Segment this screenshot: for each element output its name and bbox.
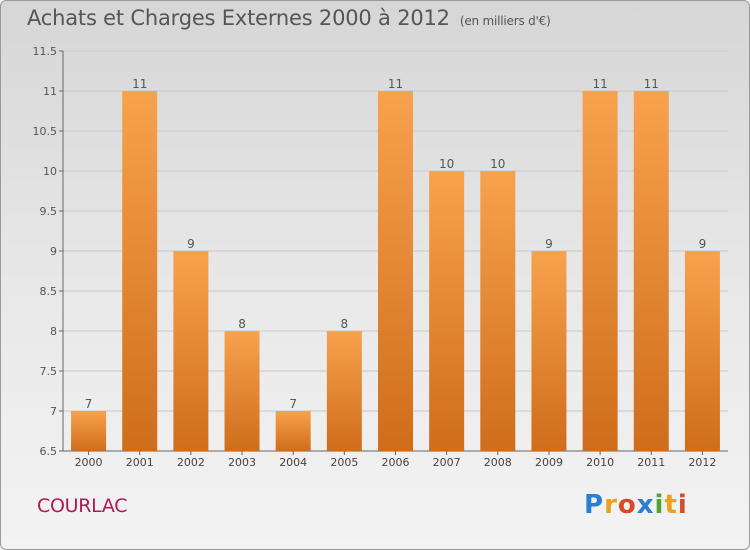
y-tick-label: 9.5 xyxy=(40,205,58,218)
logo-letter: o xyxy=(617,490,637,520)
bar-2000 xyxy=(71,411,107,451)
data-label: 7 xyxy=(85,397,93,411)
data-label: 7 xyxy=(289,397,297,411)
data-label: 8 xyxy=(238,317,246,331)
x-tick-label: 2000 xyxy=(75,456,103,469)
y-tick-label: 8.5 xyxy=(40,285,58,298)
bar-2011 xyxy=(633,91,669,451)
logo-letter: i xyxy=(654,490,665,520)
x-tick-label: 2003 xyxy=(228,456,256,469)
commune-name: COURLAC xyxy=(37,495,128,517)
logo-letter: r xyxy=(604,490,618,520)
bar-2012 xyxy=(684,251,720,451)
bar-2003 xyxy=(224,331,260,451)
y-tick-label: 7 xyxy=(50,405,57,418)
x-tick-label: 2011 xyxy=(637,456,665,469)
y-tick-label: 10.5 xyxy=(33,125,58,138)
x-tick-label: 2008 xyxy=(484,456,512,469)
bars xyxy=(71,91,720,451)
data-label: 10 xyxy=(490,157,505,171)
labels: 6.5 7 7.5 8 8.5 9 9.5 10 10.5 11 11.5 2000 7 2001 11 20… xyxy=(33,45,717,469)
y-tick-label: 8 xyxy=(50,325,57,338)
x-tick-label: 2009 xyxy=(535,456,563,469)
chart-title: Achats et Charges Externes 2000 à 2012 (e… xyxy=(27,6,551,30)
data-label: 8 xyxy=(341,317,349,331)
data-label: 9 xyxy=(187,237,195,251)
x-tick-label: 2005 xyxy=(330,456,358,469)
data-label: 11 xyxy=(132,77,147,91)
bar-2007 xyxy=(429,171,465,451)
logo-letter: t xyxy=(664,490,678,520)
bar-2010 xyxy=(582,91,618,451)
x-tick-label: 2002 xyxy=(177,456,205,469)
chart-title-text: Achats et Charges Externes 2000 à 2012 xyxy=(27,6,450,30)
x-tick-label: 2010 xyxy=(586,456,614,469)
x-tick-label: 2007 xyxy=(433,456,461,469)
data-label: 10 xyxy=(439,157,454,171)
bar-2008 xyxy=(480,171,516,451)
x-tick-label: 2012 xyxy=(688,456,716,469)
y-tick-label: 9 xyxy=(50,245,57,258)
data-label: 11 xyxy=(592,77,607,91)
logo-letter: P xyxy=(584,490,605,520)
x-tick-label: 2006 xyxy=(382,456,410,469)
bar-2001 xyxy=(122,91,158,451)
y-tick-label: 7.5 xyxy=(40,365,58,378)
y-tick-label: 11.5 xyxy=(33,45,58,58)
data-label: 11 xyxy=(644,77,659,91)
logo-letter: x xyxy=(636,490,655,520)
y-tick-label: 6.5 xyxy=(40,445,58,458)
bar-2002 xyxy=(173,251,209,451)
chart-subtitle: (en milliers d'€) xyxy=(459,14,551,28)
data-label: 9 xyxy=(545,237,553,251)
proxiti-logo: Proxiti xyxy=(584,490,688,520)
logo-letter: i xyxy=(677,490,688,520)
bar-2005 xyxy=(326,331,362,451)
data-label: 11 xyxy=(388,77,403,91)
x-tick-label: 2004 xyxy=(279,456,307,469)
y-tick-label: 10 xyxy=(43,165,57,178)
data-label: 9 xyxy=(699,237,707,251)
y-tick-label: 11 xyxy=(43,85,57,98)
x-tick-label: 2001 xyxy=(126,456,154,469)
bar-2004 xyxy=(275,411,311,451)
bar-2009 xyxy=(531,251,567,451)
bar-2006 xyxy=(378,91,413,451)
